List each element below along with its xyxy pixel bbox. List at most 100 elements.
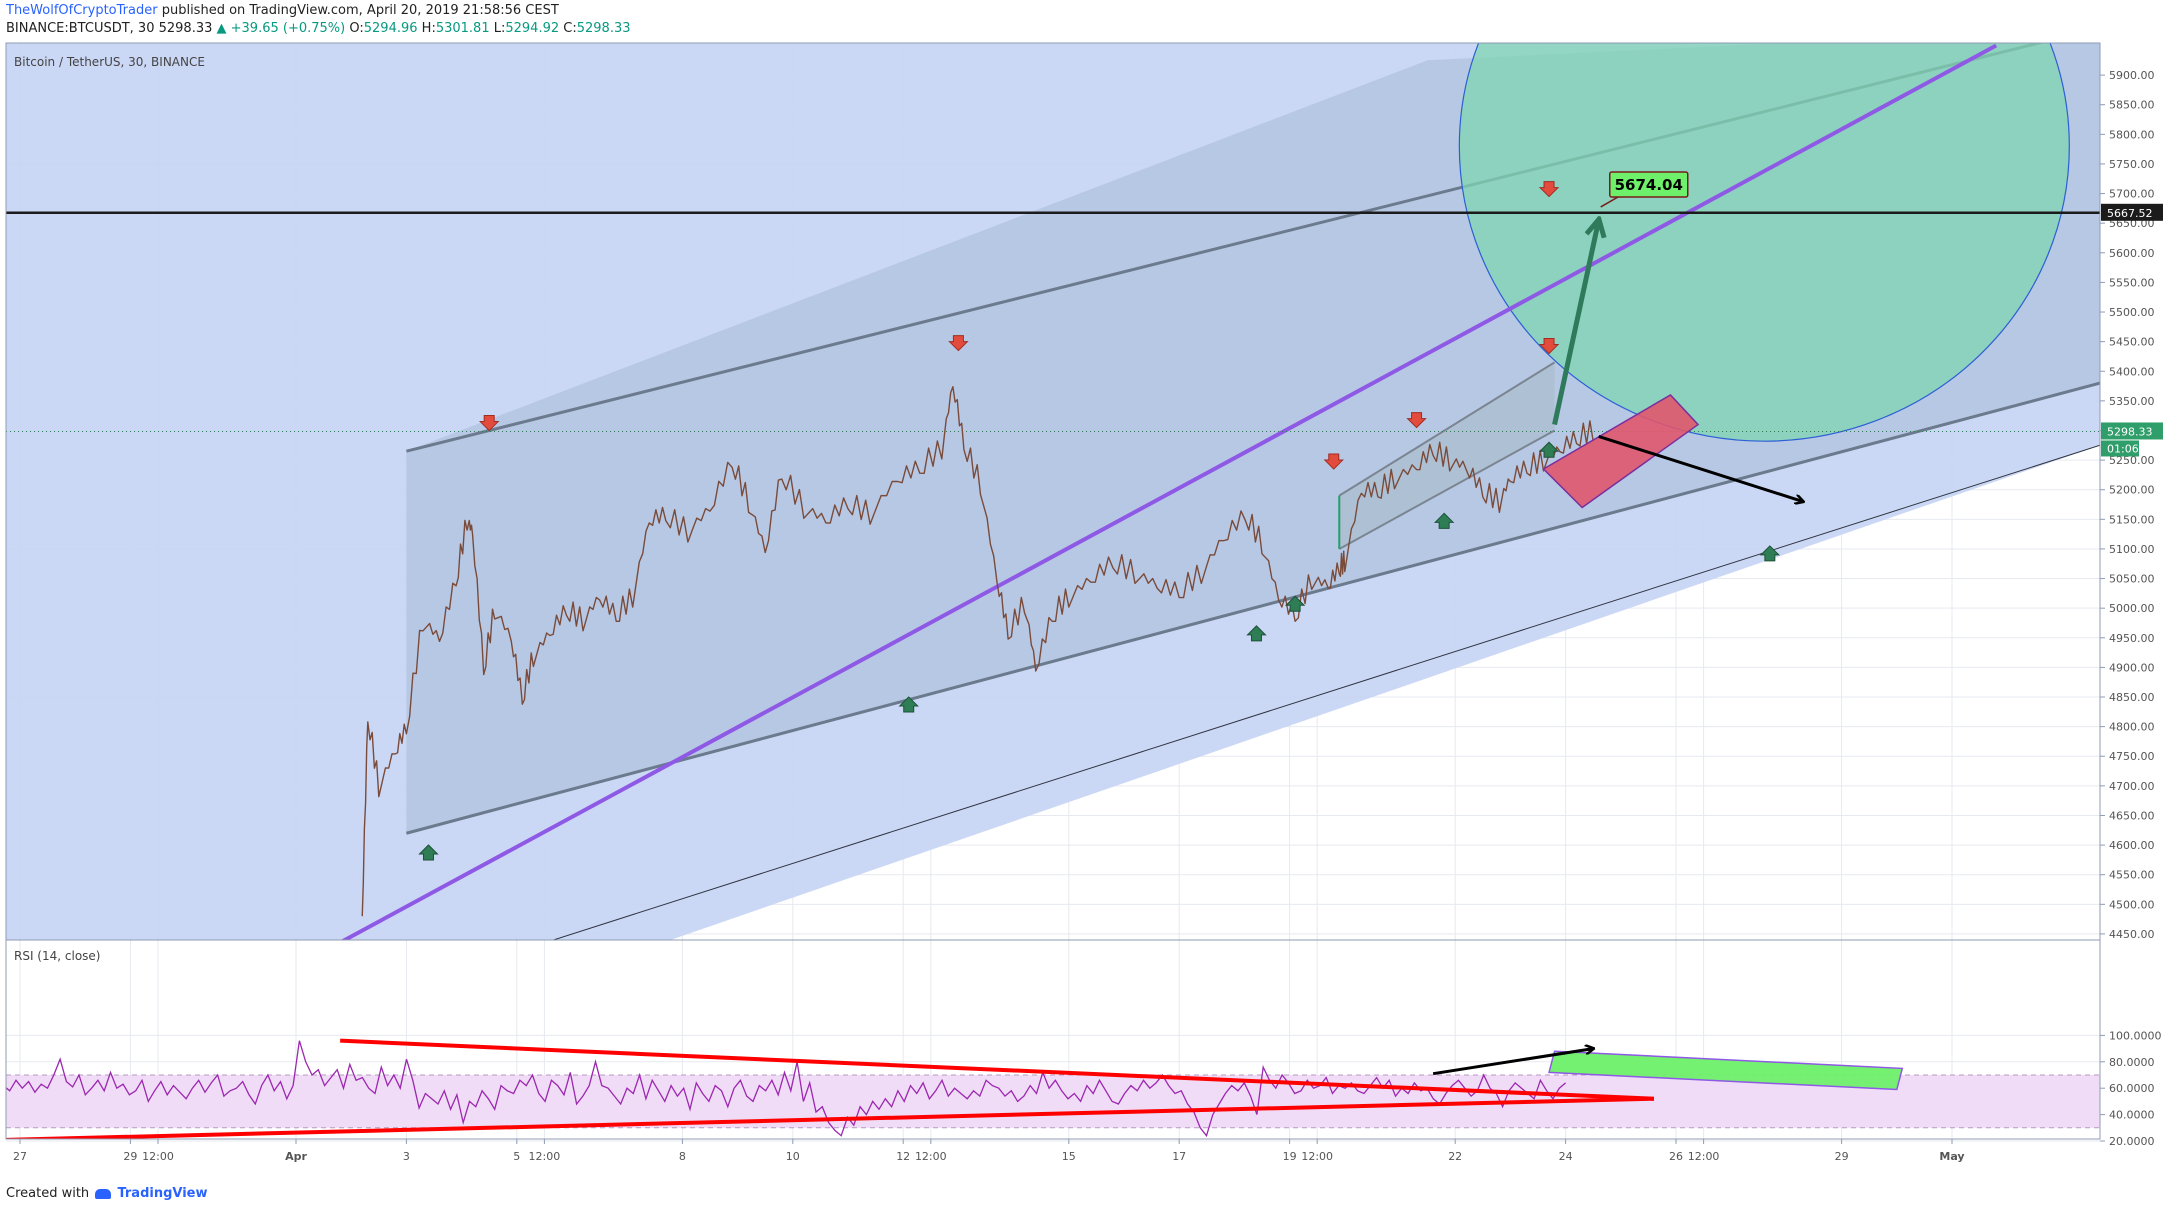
bullish-target-arrow: [1552, 220, 1599, 426]
small-channel-lower-line: [1338, 429, 1556, 550]
rsi-axis[interactable]: 20.0000 40.0000 60.0000 80.0000 100.0000: [2100, 1029, 2162, 1148]
author-link[interactable]: TheWolfOfCryptoTrader: [6, 3, 158, 18]
time-tick-label: Apr: [285, 1150, 307, 1163]
buy-arrow-icon: [1246, 625, 1267, 642]
purple-trendline: [340, 43, 1998, 940]
target-circle: [1458, 43, 2070, 442]
buy-arrow-icon: [1284, 595, 1306, 612]
bearish-scenario-box: [1542, 393, 1700, 509]
sell-arrow-icon: [1538, 181, 1560, 198]
target-price-callout: 5674.04: [1600, 171, 1689, 208]
time-tick-label: 26: [1669, 1150, 1683, 1163]
price-change: ▲ +39.65 (+0.75%): [216, 21, 346, 36]
time-tick-label: 24: [1559, 1150, 1573, 1163]
price-tick-label: 5100.00: [2109, 543, 2155, 556]
rsi-tick-label: 40.0000: [2109, 1109, 2155, 1122]
sell-arrow-icon: [948, 335, 969, 352]
sell-signal-markers: [478, 181, 1560, 470]
price-tick-label: 4950.00: [2109, 632, 2155, 645]
resistance-price-label: 5667.52: [2107, 207, 2153, 220]
price-tick-label: 4700.00: [2109, 780, 2155, 793]
time-tick-label: 12:00: [1688, 1150, 1720, 1163]
time-tick-label: 3: [403, 1150, 410, 1163]
price-tick-label: 5900.00: [2109, 69, 2155, 82]
rsi-breakout-arrow: [1432, 1049, 1593, 1076]
price-tick-label: 5700.00: [2109, 188, 2155, 201]
last-price-tag: [2101, 422, 2163, 440]
time-tick-label: 12: [896, 1150, 910, 1163]
price-tick-label: 4600.00: [2109, 839, 2155, 852]
price-tick-label: 4800.00: [2109, 721, 2155, 734]
time-tick-label: 12:00: [1301, 1150, 1333, 1163]
countdown-tag: [2101, 440, 2139, 457]
last-price: 5298.33: [158, 21, 213, 36]
price-axis[interactable]: 4450.00 4500.00 4550.00 4600.00 4650.00 4700.…: [2100, 69, 2155, 941]
buy-arrow-icon: [898, 696, 919, 713]
rsi-tick-label: 100.0000: [2109, 1029, 2162, 1042]
price-tick-label: 5200.00: [2109, 484, 2155, 497]
resistance-price-tag: [2101, 203, 2163, 221]
price-tick-label: 5500.00: [2109, 306, 2155, 319]
price-tick-label: 4450.00: [2109, 928, 2155, 941]
price-tick-label: 5600.00: [2109, 247, 2155, 260]
buy-arrow-icon: [1433, 512, 1455, 529]
time-tick-label: 5: [513, 1150, 520, 1163]
target-callout-leader: [1600, 195, 1621, 208]
rsi-title: RSI (14, close): [14, 949, 100, 963]
price-tick-label: 5850.00: [2109, 99, 2155, 112]
time-tick-label: 17: [1172, 1150, 1186, 1163]
rsi-breakout-box: [1548, 1050, 1904, 1091]
low-value: 5294.92: [505, 21, 560, 36]
sell-arrow-icon: [1538, 338, 1560, 355]
sell-arrow-icon: [1406, 412, 1427, 429]
symbol-label: BINANCE:BTCUSDT, 30: [6, 21, 155, 36]
price-tick-label: 4850.00: [2109, 691, 2155, 704]
outer-channel-lower-line: [551, 444, 2100, 940]
time-tick-label: 22: [1448, 1150, 1462, 1163]
close-value: 5298.33: [576, 21, 631, 36]
time-tick-label: 12:00: [529, 1150, 561, 1163]
tradingview-link[interactable]: TradingView: [117, 1186, 208, 1201]
price-tick-label: 5250.00: [2109, 454, 2155, 467]
price-tick-label: 4650.00: [2109, 809, 2155, 822]
close-label: C:: [563, 21, 577, 36]
buy-arrow-icon: [418, 844, 439, 861]
bearish-path-arrow: [1598, 434, 1803, 501]
high-value: 5301.81: [435, 21, 490, 36]
price-tick-label: 4900.00: [2109, 661, 2155, 674]
time-tick-label: 12:00: [915, 1150, 947, 1163]
price-tick-label: 4750.00: [2109, 750, 2155, 763]
buy-arrow-icon: [1538, 441, 1560, 458]
rsi-lower-triangle-line: [6, 1096, 1654, 1139]
price-tick-label: 5350.00: [2109, 395, 2155, 408]
time-tick-label: 29: [1835, 1150, 1849, 1163]
time-tick-label: 10: [786, 1150, 800, 1163]
sell-arrow-icon: [478, 415, 500, 432]
tradingview-logo-icon: [95, 1188, 112, 1199]
time-tick-label: 29: [123, 1150, 137, 1163]
rsi-upper-triangle-line: [340, 1038, 1655, 1101]
footer: Created with TradingView: [6, 1186, 208, 1201]
price-tick-label: 5550.00: [2109, 276, 2155, 289]
last-price-label: 5298.33: [2107, 425, 2153, 438]
price-tick-label: 4500.00: [2109, 898, 2155, 911]
open-value: 5294.96: [363, 21, 418, 36]
high-label: H:: [421, 21, 436, 36]
target-callout-box: [1609, 171, 1689, 198]
created-with-text: Created with: [6, 1186, 90, 1201]
pane-title: Bitcoin / TetherUS, 30, BINANCE: [14, 55, 205, 69]
rising-channel-lower-line: [406, 381, 2100, 835]
price-tick-label: 5450.00: [2109, 336, 2155, 349]
rsi-tick-label: 60.0000: [2109, 1082, 2155, 1095]
publish-info: TheWolfOfCryptoTrader published on Tradi…: [6, 3, 559, 18]
time-tick-label: 19: [1283, 1150, 1297, 1163]
open-label: O:: [349, 21, 364, 36]
small-channel-upper-line: [1338, 361, 1556, 497]
price-tick-label: 5050.00: [2109, 573, 2155, 586]
rsi-tick-label: 80.0000: [2109, 1056, 2155, 1069]
published-text: published on TradingView.com, April 20, …: [161, 3, 559, 18]
time-axis[interactable]: 27 29 12:00 Apr 3 5 12:00 8 10 12 12:00 15 17 19 12:00…: [13, 1139, 1965, 1163]
time-tick-label: 15: [1062, 1150, 1076, 1163]
time-tick-label: 27: [13, 1150, 27, 1163]
